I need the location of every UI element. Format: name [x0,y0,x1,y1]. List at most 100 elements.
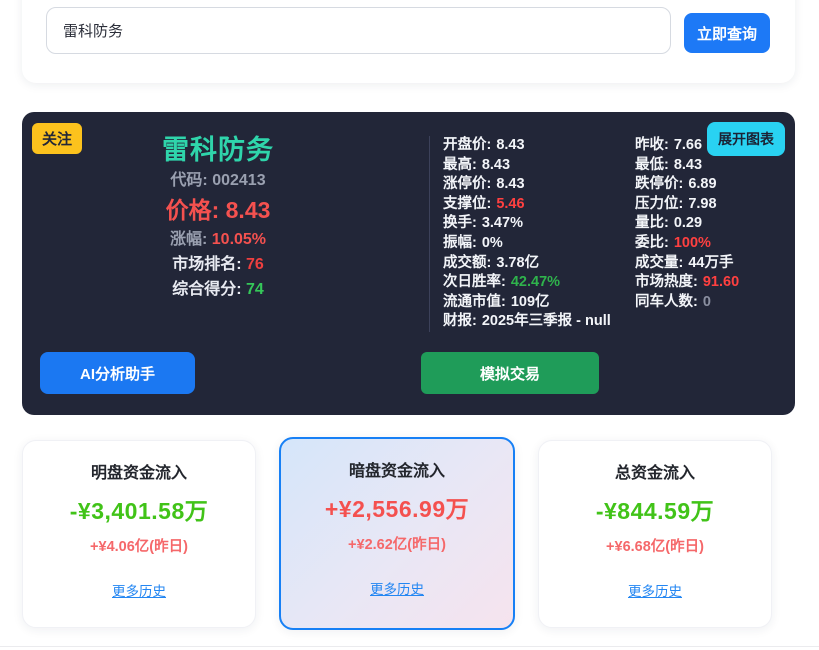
search-card: 立即查询 [22,0,795,83]
flow-yesterday: +¥2.62亿(昨日) [348,537,446,553]
watch-badge[interactable]: 关注 [32,123,83,154]
stat-value: 0 [702,293,711,310]
stat-label: 成交量: [635,254,684,271]
stat-label: 成交额: [443,254,492,271]
stat-label: 换手: [443,215,477,232]
stat-value: 2025年三季报 - null [481,313,611,330]
stat-row: 委比: 100% [635,234,739,254]
stat-value: 8.43 [481,156,511,173]
stat-row: 最高: 8.43 [443,156,635,176]
stat-row: 涨停价: 8.43 [443,175,635,195]
stat-value: 44万手 [688,254,734,271]
flow-yesterday: +¥6.68亿(昨日) [606,539,704,555]
stat-row: 最低: 8.43 [635,156,739,176]
stat-row: 次日胜率: 42.47% [443,273,635,293]
query-button[interactable]: 立即查询 [684,13,770,53]
stock-price-value: 8.43 [225,197,271,223]
more-history-link[interactable]: 更多历史 [370,582,424,597]
section-divider [0,646,819,647]
stat-label: 流通市值: [443,293,506,310]
flow-card-title: 暗盘资金流入 [348,463,445,480]
stat-value: 5.46 [496,195,525,212]
flow-card-title: 明盘资金流入 [90,465,187,482]
stat-label: 同车人数: [635,293,698,310]
composite-score-value: 74 [246,281,264,298]
flow-card-title: 总资金流入 [614,465,695,482]
stock-price-row: 价格: 8.43 [22,195,414,225]
stat-value: 109亿 [510,293,550,310]
stat-value: 7.66 [673,137,703,153]
stats-column-2: 昨收: 7.66 最低: 8.43 跌停价: 6.89 压力位: 7.98 量比: 0.2… [635,136,739,332]
stock-code-row: 代码: 002413 [22,169,414,193]
more-history-link[interactable]: 更多历史 [628,584,682,599]
stock-change-label: 涨幅: [169,231,208,248]
stats-column-1: 开盘价: 8.43 最高: 8.43 涨停价: 8.43 支撑位: 5.46 换手: 3.… [443,136,635,332]
stat-value: 6.89 [688,176,717,193]
stat-value: 3.47% [481,215,523,232]
stock-code-value: 002413 [212,172,266,189]
stock-code-label: 代码: [170,172,208,189]
stat-row: 压力位: 7.98 [635,195,739,215]
stat-row: 跌停价: 6.89 [635,175,739,195]
stat-row: 换手: 3.47% [443,214,635,234]
stock-price-label: 价格: [165,197,220,223]
stat-label: 最高: [443,156,477,173]
stat-value: 3.78亿 [496,254,540,271]
stat-row: 量比: 0.29 [635,214,739,234]
stat-label: 昨收: [635,137,669,153]
search-input[interactable] [46,7,671,54]
stat-value: 0.29 [673,215,703,232]
stat-label: 振幅: [443,234,477,251]
stat-label: 开盘价: [443,137,492,153]
stock-identity: 雷科防务 代码: 002413 价格: 8.43 涨幅: 10.05% 市场排名… [22,134,414,302]
stat-label: 支撑位: [443,195,492,212]
flow-amount: +¥2,556.99万 [324,496,470,522]
stat-label: 委比: [635,234,669,251]
stat-value: 7.98 [688,195,717,212]
stock-name: 雷科防务 [162,135,274,165]
stat-value: 8.43 [673,156,703,173]
stat-label: 压力位: [635,195,684,212]
stat-value: 8.43 [496,137,525,153]
stat-value: 8.43 [496,176,525,193]
open-market-flow-card[interactable]: 明盘资金流入 -¥3,401.58万 +¥4.06亿(昨日) 更多历史 [22,440,256,628]
stat-row: 振幅: 0% [443,234,635,254]
stat-label: 量比: [635,215,669,232]
simulated-trading-button[interactable]: 模拟交易 [421,352,599,394]
stat-row: 成交额: 3.78亿 [443,254,635,274]
dark-pool-flow-card[interactable]: 暗盘资金流入 +¥2,556.99万 +¥2.62亿(昨日) 更多历史 [279,437,515,630]
stock-stats: 开盘价: 8.43 最高: 8.43 涨停价: 8.43 支撑位: 5.46 换手: 3.… [429,136,739,332]
stock-change-value: 10.05% [211,231,267,248]
stat-value: 91.60 [702,274,740,291]
stat-row: 流通市值: 109亿 [443,293,635,313]
stat-label: 次日胜率: [443,274,506,291]
flow-amount: -¥844.59万 [595,498,715,524]
stat-value: 42.47% [510,274,561,291]
stat-label: 跌停价: [635,176,684,193]
market-rank-label: 市场排名: [172,256,242,273]
stat-value: 100% [673,234,711,251]
stat-row: 同车人数: 0 [635,293,739,313]
stock-change-row: 涨幅: 10.05% [22,227,414,252]
stat-label: 涨停价: [443,176,492,193]
ai-analysis-button[interactable]: AI分析助手 [40,352,195,394]
stat-label: 财报: [443,313,477,330]
stat-row: 开盘价: 8.43 [443,136,635,156]
stat-row: 市场热度: 91.60 [635,273,739,293]
stat-label: 最低: [635,156,669,173]
stat-row: 成交量: 44万手 [635,254,739,274]
expand-chart-button[interactable]: 展开图表 [707,122,785,156]
stat-row: 支撑位: 5.46 [443,195,635,215]
market-rank-value: 76 [246,256,264,273]
more-history-link[interactable]: 更多历史 [112,584,166,599]
flow-yesterday: +¥4.06亿(昨日) [90,539,188,555]
capital-flow-row: 明盘资金流入 -¥3,401.58万 +¥4.06亿(昨日) 更多历史 暗盘资金… [22,437,772,630]
market-rank-row: 市场排名: 76 [22,252,414,277]
composite-score-label: 综合得分: [172,281,242,298]
flow-amount: -¥3,401.58万 [69,498,209,524]
composite-score-row: 综合得分: 74 [22,277,414,302]
total-flow-card[interactable]: 总资金流入 -¥844.59万 +¥6.68亿(昨日) 更多历史 [538,440,772,628]
stat-row: 昨收: 7.66 [635,136,739,156]
stock-info-card: 关注 展开图表 雷科防务 代码: 002413 价格: 8.43 涨幅: 10.… [22,112,795,415]
stat-row: 财报: 2025年三季报 - null [443,312,635,332]
